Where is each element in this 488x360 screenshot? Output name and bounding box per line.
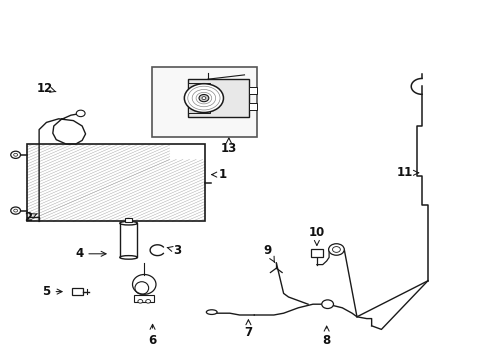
Bar: [27, 144, 205, 221]
Text: 5: 5: [42, 285, 62, 298]
Circle shape: [202, 96, 205, 99]
Circle shape: [14, 209, 18, 212]
Text: 8: 8: [322, 326, 330, 347]
Bar: [27, 144, 205, 221]
Bar: [249, 103, 256, 110]
Text: 6: 6: [148, 324, 156, 347]
Circle shape: [321, 300, 333, 309]
Bar: [120, 223, 137, 257]
Bar: [310, 249, 322, 257]
Circle shape: [332, 247, 340, 252]
Circle shape: [328, 244, 344, 255]
Text: 4: 4: [75, 247, 106, 260]
Ellipse shape: [120, 256, 137, 259]
Text: 10: 10: [308, 226, 325, 246]
Circle shape: [11, 151, 20, 158]
Circle shape: [199, 94, 208, 102]
Bar: [72, 288, 83, 295]
Text: 11: 11: [396, 166, 418, 179]
Ellipse shape: [206, 310, 217, 315]
Circle shape: [76, 110, 85, 117]
Bar: [134, 295, 154, 302]
Ellipse shape: [120, 221, 137, 225]
Circle shape: [11, 207, 20, 214]
Text: 13: 13: [220, 138, 237, 155]
Bar: [188, 79, 249, 117]
Bar: [151, 67, 256, 137]
Bar: [188, 83, 209, 113]
Text: 7: 7: [244, 320, 252, 339]
Circle shape: [138, 300, 142, 303]
Circle shape: [145, 300, 150, 303]
Bar: [249, 87, 256, 94]
Text: 9: 9: [264, 244, 274, 262]
Text: 14: 14: [171, 109, 192, 122]
Circle shape: [14, 153, 18, 156]
Text: 3: 3: [167, 244, 181, 257]
Text: 12: 12: [37, 82, 56, 95]
Text: 1: 1: [211, 168, 226, 181]
Text: 2: 2: [24, 211, 37, 224]
Circle shape: [184, 84, 223, 112]
Bar: [125, 218, 132, 222]
